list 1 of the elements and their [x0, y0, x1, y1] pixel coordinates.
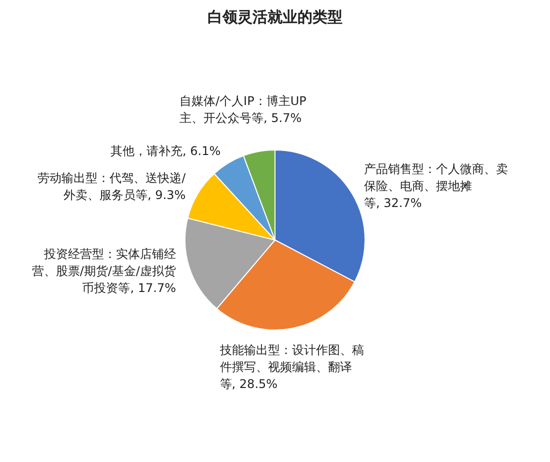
title: 白领灵活就业的类型 [206, 8, 344, 27]
